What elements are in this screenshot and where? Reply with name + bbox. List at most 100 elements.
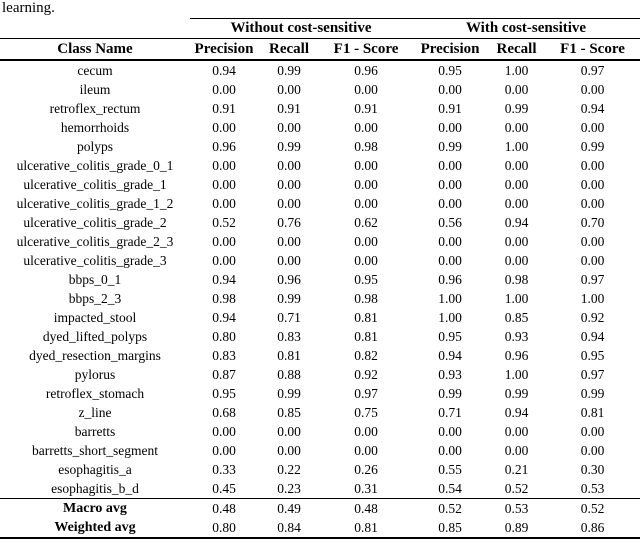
table-row: hemorrhoids 0.00 0.00 0.00 0.00 0.00 0.00 [0, 118, 640, 137]
table-foot: Macro avg 0.48 0.49 0.48 0.52 0.53 0.52 Weighte… [0, 498, 640, 539]
metric-cell: 0.00 [277, 81, 301, 97]
group-header-without-cost-sensitive: Without cost-sensitive [190, 18, 413, 39]
group-header-row: Without cost-sensitive With cost-sensiti… [0, 18, 640, 39]
metric-cell: 0.98 [212, 290, 236, 306]
metric-cell: 0.98 [504, 271, 529, 287]
metric-cell: 0.81 [277, 347, 301, 363]
metric-cell: 0.00 [438, 119, 462, 135]
metric-cell: 0.82 [354, 347, 378, 363]
metric-cell: 0.00 [212, 252, 236, 268]
metric-cell: 0.96 [212, 138, 236, 154]
metric-cell: 0.95 [438, 328, 462, 344]
metric-cell: 0.00 [580, 81, 605, 97]
metric-cell: 0.00 [212, 81, 236, 97]
metric-cell: 0.00 [504, 119, 529, 135]
metric-cell: 0.56 [438, 214, 462, 230]
metric-cell: 0.75 [354, 404, 378, 420]
table-row: bbps_2_3 0.98 0.99 0.98 1.00 1.00 1.00 [0, 289, 640, 308]
summary-label-cell: Weighted avg [0, 518, 190, 539]
metric-cell: 0.52 [545, 498, 640, 518]
metric-cell: 0.83 [212, 347, 236, 363]
class-name-cell: polyps [76, 138, 113, 154]
metric-cell: 0.99 [504, 385, 529, 401]
metric-cell: 0.99 [277, 385, 301, 401]
metric-cell: 0.94 [212, 309, 236, 325]
metric-cell: 0.00 [212, 157, 236, 173]
metric-cell: 0.97 [580, 271, 605, 287]
table-row: barretts_short_segment 0.00 0.00 0.00 0.00 0.… [0, 441, 640, 460]
col-header-precision-without: Precision [190, 38, 258, 61]
class-name-cell: barretts [74, 423, 116, 439]
metric-cell: 0.30 [580, 461, 605, 477]
metric-cell: 1.00 [438, 290, 462, 306]
metric-cell: 0.00 [438, 233, 462, 249]
column-header-row: Class Name Precision Recall F1 - Score P… [0, 38, 640, 61]
metric-cell: 0.00 [354, 423, 378, 439]
class-name-cell: retroflex_rectum [49, 100, 141, 116]
table-row: ulcerative_colitis_grade_3 0.00 0.00 0.00 0.… [0, 251, 640, 270]
metric-cell: 0.70 [580, 214, 605, 230]
metric-cell: 0.81 [580, 404, 605, 420]
metric-cell: 0.80 [212, 328, 236, 344]
class-name-cell: dyed_lifted_polyps [42, 328, 148, 344]
metric-cell: 0.00 [504, 195, 529, 211]
metric-cell: 0.96 [277, 271, 301, 287]
metric-cell: 0.95 [580, 347, 605, 363]
metric-cell: 0.80 [190, 518, 258, 539]
metric-cell: 0.00 [504, 176, 529, 192]
col-header-f1-score-with: F1 - Score [545, 38, 640, 61]
metric-cell: 0.91 [438, 100, 462, 116]
metric-cell: 0.97 [580, 366, 605, 382]
metric-cell: 0.99 [438, 138, 462, 154]
metric-cell: 0.97 [354, 385, 378, 401]
col-header-class-name: Class Name [0, 38, 190, 61]
metric-cell: 0.53 [580, 480, 605, 496]
table-row: ileum 0.00 0.00 0.00 0.00 0.00 0.00 [0, 80, 640, 99]
metric-cell: 0.00 [212, 176, 236, 192]
class-name-cell: impacted_stool [53, 309, 137, 325]
metric-cell: 0.00 [212, 195, 236, 211]
metric-cell: 0.00 [212, 423, 236, 439]
metric-cell: 0.00 [212, 233, 236, 249]
metric-cell: 0.00 [580, 119, 605, 135]
metric-cell: 0.00 [354, 157, 378, 173]
col-header-recall-with: Recall [488, 38, 546, 61]
class-name-cell: ulcerative_colitis_grade_1 [23, 176, 167, 192]
metric-cell: 1.00 [438, 309, 462, 325]
summary-row: Weighted avg 0.80 0.84 0.81 0.85 0.89 0.86 [0, 518, 640, 539]
table-row: dyed_lifted_polyps 0.80 0.83 0.81 0.95 0.93 0.… [0, 327, 640, 346]
table-row: esophagitis_a 0.33 0.22 0.26 0.55 0.21 0.30 [0, 460, 640, 479]
col-header-f1-score-without: F1 - Score [320, 38, 413, 61]
metric-cell: 0.00 [212, 442, 236, 458]
metric-cell: 0.00 [277, 176, 301, 192]
class-name-cell: ulcerative_colitis_grade_3 [23, 252, 167, 268]
metric-cell: 0.62 [354, 214, 378, 230]
metric-cell: 0.98 [354, 290, 378, 306]
class-name-cell: ulcerative_colitis_grade_1_2 [16, 195, 174, 211]
metric-cell: 0.00 [354, 233, 378, 249]
metric-cell: 1.00 [504, 290, 529, 306]
metric-cell: 0.21 [504, 461, 529, 477]
metric-cell: 0.00 [277, 252, 301, 268]
class-name-cell: hemorrhoids [60, 119, 130, 135]
metric-cell: 0.48 [320, 498, 413, 518]
metric-cell: 0.52 [412, 498, 489, 518]
metric-cell: 0.31 [354, 480, 378, 496]
metric-cell: 0.95 [212, 385, 236, 401]
group-header-with-cost-sensitive: With cost-sensitive [412, 18, 640, 39]
metric-cell: 0.00 [580, 157, 605, 173]
metric-cell: 0.45 [212, 480, 236, 496]
metric-cell: 0.00 [580, 233, 605, 249]
metric-cell: 0.00 [438, 442, 462, 458]
metric-cell: 1.00 [580, 290, 605, 306]
table-row: esophagitis_b_d 0.45 0.23 0.31 0.54 0.52 0.53 [0, 479, 640, 499]
metric-cell: 0.00 [354, 252, 378, 268]
class-name-cell: dyed_resection_margins [29, 347, 161, 363]
metric-cell: 0.22 [277, 461, 301, 477]
metric-cell: 0.00 [277, 195, 301, 211]
metric-cell: 0.94 [504, 214, 529, 230]
metric-cell: 0.00 [504, 233, 529, 249]
metric-cell: 0.84 [258, 518, 320, 539]
metric-cell: 0.00 [354, 119, 378, 135]
